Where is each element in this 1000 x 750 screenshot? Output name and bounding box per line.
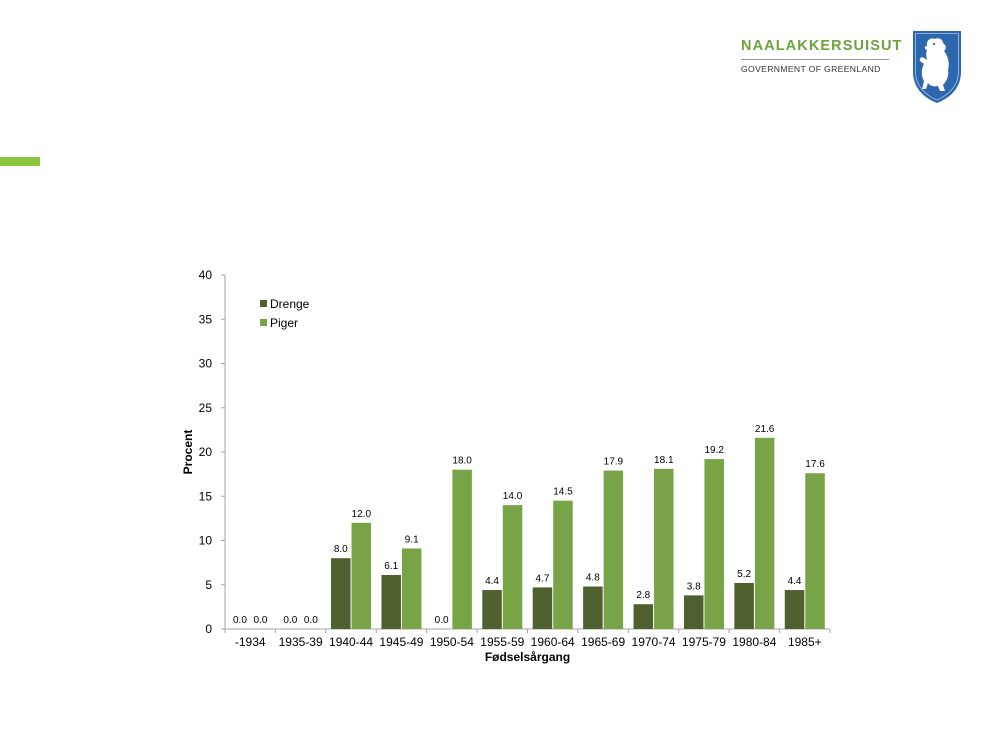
bar-data-label: 0.0 [283,615,297,626]
bar-data-label: 0.0 [304,615,318,626]
legend-swatch [260,319,267,326]
bar-data-label: 5.2 [737,569,751,580]
y-axis: 0 5 10 15 20 25 30 35 40 [199,268,226,636]
bar-drenge [381,575,401,629]
x-tick-label: 1950-54 [430,635,474,649]
polar-bear-crest-icon [913,31,961,103]
bar-data-label: 0.0 [233,615,247,626]
accent-bar [0,157,40,166]
bar-piger [401,548,422,629]
y-tick-label: 30 [199,357,213,371]
bar-piger [654,468,674,629]
x-tick-label: 1985+ [788,635,822,649]
x-axis: -1934 1935-39 1940-44 1945-49 1950-54 1955-59… [224,628,831,649]
bar-data-label: 17.6 [805,459,825,470]
y-tick-label: 20 [199,445,213,459]
x-tick-label: 1945-49 [379,635,423,649]
x-tick-label: 1940-44 [329,635,373,649]
bar-drenge [532,587,553,629]
brand-wordmark: NAALAKKERSUISUT GOVERNMENT OF GREENLAND [741,37,901,75]
bar-data-label: 2.8 [636,590,650,601]
bar-data-label: 0.0 [254,615,268,626]
x-tick-label: 1970-74 [632,635,676,649]
bar-drenge [683,595,704,629]
bar-drenge [482,590,502,629]
legend-label: Piger [270,316,298,330]
bar-data-label: 21.6 [755,424,775,435]
x-tick-label: 1935-39 [279,635,323,649]
legend-swatch [260,300,267,307]
x-tick-label: 1960-64 [531,635,575,649]
bar-piger [754,437,775,629]
bar-data-label: 18.1 [654,455,674,466]
bar-piger [553,500,573,629]
y-tick-label: 40 [199,268,213,282]
data-labels: 0.0 0.0 8.0 6.1 0.0 4.4 4.7 4.8 2.8 3.8 5.2 4.4 0.0 0… [233,424,825,626]
legend: Drenge Piger [260,297,310,330]
y-axis-title: Procent [181,430,195,475]
bar-data-label: 17.9 [604,457,624,468]
bar-data-label: 8.0 [334,544,348,555]
bar-data-label: 4.8 [586,573,600,584]
bar-drenge [331,558,351,629]
bar-data-label: 4.4 [788,576,802,587]
bar-data-label: 18.0 [452,456,472,467]
bar-data-label: 19.2 [704,445,724,456]
bar-piger [502,505,523,629]
bar-data-label: 4.4 [485,576,499,587]
y-tick-label: 15 [199,489,213,503]
bar-drenge [734,582,754,629]
bar-piger [351,522,372,629]
y-tick-label: 35 [199,312,213,326]
bar-data-label: 14.5 [553,487,573,498]
brand-divider [741,59,889,60]
y-tick-label: 5 [205,578,212,592]
bar-piger [603,470,624,629]
bar-data-label: 4.7 [536,573,550,584]
bar-data-label: 3.8 [687,581,701,592]
y-tick-label: 10 [199,534,213,548]
bar-piger [704,459,724,629]
y-tick-label: 0 [205,622,212,636]
brand-name: NAALAKKERSUISUT [741,38,903,54]
bar-data-label: 9.1 [405,534,419,545]
x-tick-label: 1975-79 [682,635,726,649]
bar-piger [805,473,825,629]
brand-subtitle: GOVERNMENT OF GREENLAND [741,64,881,74]
x-axis-title: Fødselsårgang [485,650,570,664]
bar-drenge [583,586,603,629]
bar-data-label: 0.0 [435,615,449,626]
bar-data-label: 6.1 [384,561,398,572]
bar-data-label: 14.0 [503,491,523,502]
bar-drenge [784,590,805,629]
x-tick-label: 1980-84 [732,635,776,649]
bar-data-label: 12.0 [352,509,372,520]
x-tick-label: -1934 [235,635,266,649]
legend-label: Drenge [270,297,310,311]
y-tick-label: 25 [199,401,213,415]
x-tick-label: 1955-59 [480,635,524,649]
bar-drenge [633,604,654,629]
x-tick-label: 1965-69 [581,635,625,649]
bar-piger [452,469,472,629]
bars [331,437,825,629]
